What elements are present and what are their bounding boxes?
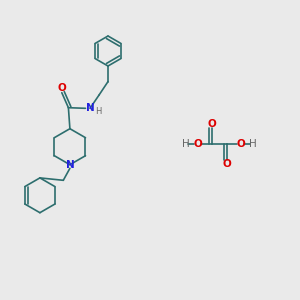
Text: O: O [222,159,231,169]
Text: O: O [57,83,66,93]
Text: H: H [95,107,102,116]
Text: H: H [182,139,189,149]
Text: N: N [65,160,74,170]
Text: H: H [249,139,256,149]
Text: O: O [236,139,245,149]
Text: N: N [85,103,94,113]
Text: O: O [193,139,202,149]
Text: O: O [207,119,216,129]
